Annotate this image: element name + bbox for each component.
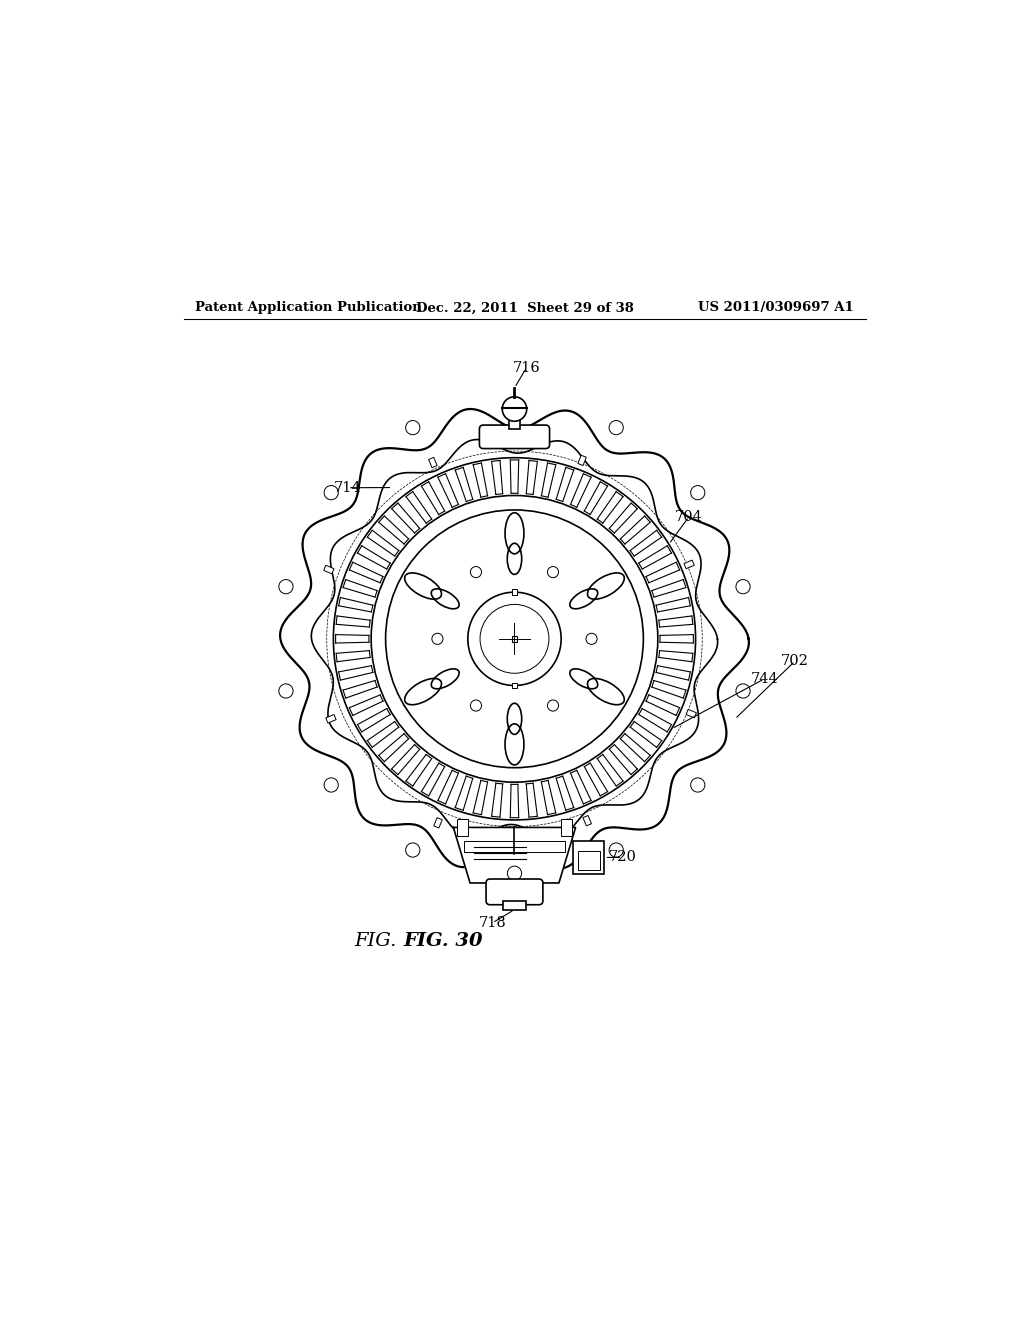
FancyBboxPatch shape bbox=[486, 879, 543, 904]
Bar bbox=[464, 841, 564, 851]
Text: Dec. 22, 2011  Sheet 29 of 38: Dec. 22, 2011 Sheet 29 of 38 bbox=[416, 301, 634, 314]
Bar bbox=[326, 714, 336, 723]
Text: Patent Application Publication: Patent Application Publication bbox=[196, 301, 422, 314]
Circle shape bbox=[324, 777, 338, 792]
Circle shape bbox=[406, 421, 420, 434]
Bar bbox=[457, 818, 468, 837]
Text: 704: 704 bbox=[675, 510, 703, 524]
Bar bbox=[512, 590, 517, 595]
Circle shape bbox=[371, 495, 657, 783]
Circle shape bbox=[507, 397, 521, 412]
Circle shape bbox=[502, 397, 526, 421]
Circle shape bbox=[609, 421, 624, 434]
Circle shape bbox=[690, 777, 705, 792]
Circle shape bbox=[609, 843, 624, 857]
Circle shape bbox=[334, 458, 695, 820]
Text: 702: 702 bbox=[781, 653, 809, 668]
Circle shape bbox=[736, 579, 751, 594]
Text: FIG.: FIG. bbox=[354, 932, 403, 950]
Circle shape bbox=[386, 510, 643, 768]
Bar bbox=[434, 817, 442, 828]
Bar bbox=[684, 560, 694, 569]
Bar bbox=[573, 841, 604, 874]
Text: FIG. 30: FIG. 30 bbox=[403, 932, 483, 950]
Circle shape bbox=[507, 866, 521, 880]
Bar bbox=[686, 709, 696, 718]
Bar bbox=[578, 455, 587, 466]
Circle shape bbox=[324, 486, 338, 500]
Text: 714: 714 bbox=[334, 480, 361, 495]
Text: 716: 716 bbox=[513, 360, 541, 375]
Circle shape bbox=[406, 843, 420, 857]
Bar bbox=[509, 409, 520, 429]
Circle shape bbox=[690, 486, 705, 500]
Bar bbox=[578, 851, 600, 870]
Bar bbox=[324, 565, 334, 574]
Circle shape bbox=[279, 684, 293, 698]
Bar bbox=[429, 457, 437, 467]
Polygon shape bbox=[281, 409, 749, 869]
Circle shape bbox=[468, 593, 561, 685]
Circle shape bbox=[480, 605, 549, 673]
Bar bbox=[561, 818, 572, 837]
FancyBboxPatch shape bbox=[479, 425, 550, 449]
Circle shape bbox=[736, 684, 751, 698]
Text: 720: 720 bbox=[608, 850, 636, 865]
Bar bbox=[512, 636, 517, 642]
Text: 718: 718 bbox=[478, 916, 506, 931]
Polygon shape bbox=[454, 828, 575, 883]
Text: 744: 744 bbox=[751, 672, 778, 686]
Polygon shape bbox=[311, 440, 718, 838]
Bar bbox=[583, 816, 592, 826]
Circle shape bbox=[279, 579, 293, 594]
Text: US 2011/0309697 A1: US 2011/0309697 A1 bbox=[698, 301, 854, 314]
Bar bbox=[504, 900, 525, 909]
Bar bbox=[512, 682, 517, 688]
